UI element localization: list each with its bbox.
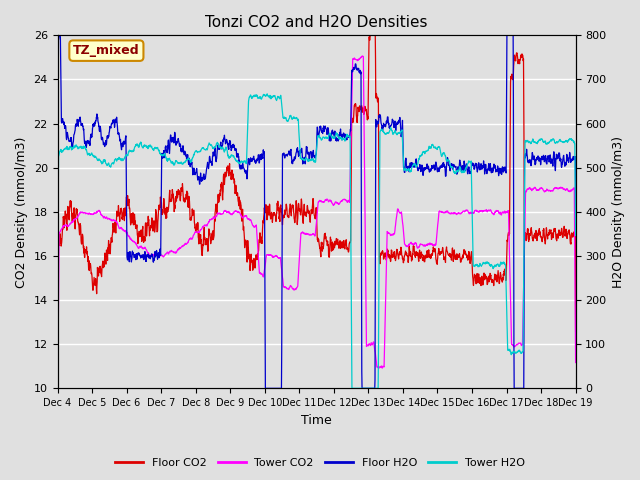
Text: TZ_mixed: TZ_mixed [73, 44, 140, 57]
Title: Tonzi CO2 and H2O Densities: Tonzi CO2 and H2O Densities [205, 15, 428, 30]
Legend: Floor CO2, Tower CO2, Floor H2O, Tower H2O: Floor CO2, Tower CO2, Floor H2O, Tower H… [111, 453, 529, 472]
X-axis label: Time: Time [301, 414, 332, 427]
Y-axis label: H2O Density (mmol/m3): H2O Density (mmol/m3) [612, 136, 625, 288]
Y-axis label: CO2 Density (mmol/m3): CO2 Density (mmol/m3) [15, 136, 28, 288]
